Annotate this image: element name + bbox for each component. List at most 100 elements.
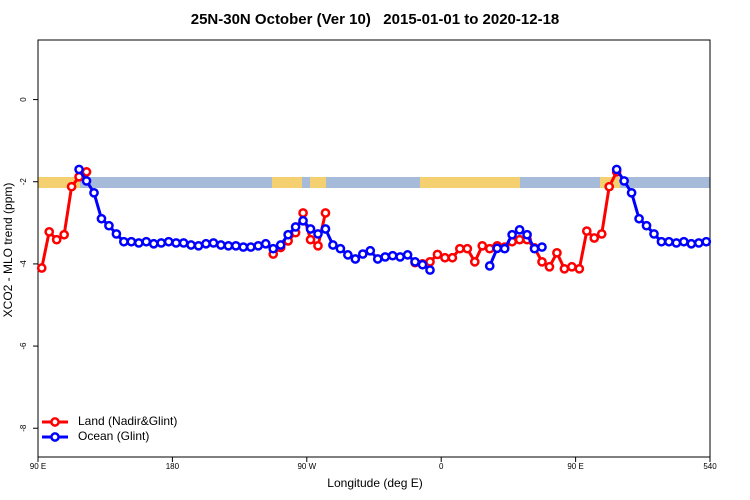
data-point xyxy=(133,238,144,248)
y-axis-label: XCO2 - MLO trend (ppm) xyxy=(1,183,15,318)
legend-marker xyxy=(50,417,60,427)
data-point xyxy=(320,224,331,234)
data-point xyxy=(141,236,152,247)
land-band xyxy=(310,177,326,188)
data-point xyxy=(186,240,196,250)
x-tick-label: 540 xyxy=(703,462,717,471)
y-tick-label: 0 xyxy=(19,97,28,102)
data-point xyxy=(656,236,667,247)
x-tick-label: 90 E xyxy=(567,462,583,471)
land-band xyxy=(38,177,80,188)
data-point xyxy=(544,261,555,272)
data-point xyxy=(290,222,301,232)
y-tick-label: -4 xyxy=(19,260,28,268)
data-point xyxy=(462,243,473,254)
data-point xyxy=(104,220,114,231)
data-point xyxy=(693,238,704,248)
data-point xyxy=(89,187,99,198)
data-point xyxy=(126,236,137,247)
data-point xyxy=(387,250,398,261)
data-point xyxy=(305,224,316,234)
data-point xyxy=(36,263,47,273)
data-point xyxy=(611,164,622,175)
data-point xyxy=(111,229,122,239)
data-point xyxy=(238,242,249,252)
data-point xyxy=(552,247,562,258)
data-point xyxy=(679,236,689,247)
y-tick-label: -6 xyxy=(19,342,28,350)
data-point xyxy=(507,229,517,240)
data-point xyxy=(559,263,570,274)
plot-frame xyxy=(37,39,711,458)
data-point xyxy=(581,226,592,236)
data-point xyxy=(529,243,540,254)
data-point xyxy=(171,238,181,248)
data-point xyxy=(701,236,712,247)
data-point xyxy=(268,243,279,254)
data-point xyxy=(208,238,219,248)
data-point xyxy=(567,261,577,272)
data-point xyxy=(499,243,510,254)
data-point xyxy=(664,236,674,247)
data-point xyxy=(417,259,428,270)
legend-label: Land (Nadir&Glint) xyxy=(78,414,177,428)
data-point xyxy=(402,250,413,260)
data-point xyxy=(634,213,644,224)
data-point xyxy=(231,240,241,251)
data-point xyxy=(604,181,615,192)
data-point xyxy=(59,229,69,240)
data-point xyxy=(537,257,547,267)
legend-label: Ocean (Glint) xyxy=(78,429,149,443)
data-point xyxy=(469,257,480,267)
data-point xyxy=(275,240,286,250)
data-point xyxy=(96,213,107,224)
data-point xyxy=(372,254,383,264)
legend-marker xyxy=(50,432,60,442)
data-point xyxy=(522,229,532,240)
data-point xyxy=(432,249,443,260)
chart-title: 25N-30N October (Ver 10) 2015-01-01 to 2… xyxy=(191,11,560,28)
data-point xyxy=(350,254,361,264)
ocean-band xyxy=(38,177,710,188)
data-point xyxy=(357,249,368,259)
y-tick-label: -8 xyxy=(19,424,28,432)
data-point xyxy=(596,229,607,239)
data-point xyxy=(425,257,435,267)
data-point xyxy=(163,236,174,247)
data-point xyxy=(148,238,159,249)
x-tick-label: 90 W xyxy=(297,462,316,471)
data-point xyxy=(313,229,323,239)
data-point xyxy=(320,208,331,218)
data-point xyxy=(425,265,435,275)
x-tick-label: 0 xyxy=(439,462,444,471)
data-point xyxy=(119,236,129,247)
data-point xyxy=(343,250,353,260)
data-point xyxy=(365,245,376,256)
data-point xyxy=(178,238,189,248)
data-point xyxy=(492,243,503,254)
data-point xyxy=(253,240,264,251)
data-point xyxy=(589,233,600,243)
data-point xyxy=(66,181,77,192)
data-point xyxy=(74,164,84,175)
x-tick-label: 180 xyxy=(166,462,180,471)
data-point xyxy=(686,238,697,249)
data-point xyxy=(305,234,316,245)
data-point xyxy=(649,229,659,239)
data-point xyxy=(223,240,234,251)
y-tick-label: -2 xyxy=(19,178,28,186)
data-point xyxy=(260,238,271,249)
data-point xyxy=(328,240,338,250)
x-tick-label: 90 E xyxy=(30,462,46,471)
data-point xyxy=(410,257,420,267)
data-point xyxy=(619,176,629,186)
data-point xyxy=(283,229,293,240)
data-point xyxy=(44,227,55,237)
data-point xyxy=(193,240,204,251)
data-point xyxy=(216,240,226,250)
data-point xyxy=(245,242,256,252)
data-point xyxy=(484,261,495,271)
data-point xyxy=(395,252,405,262)
data-point xyxy=(484,243,495,254)
